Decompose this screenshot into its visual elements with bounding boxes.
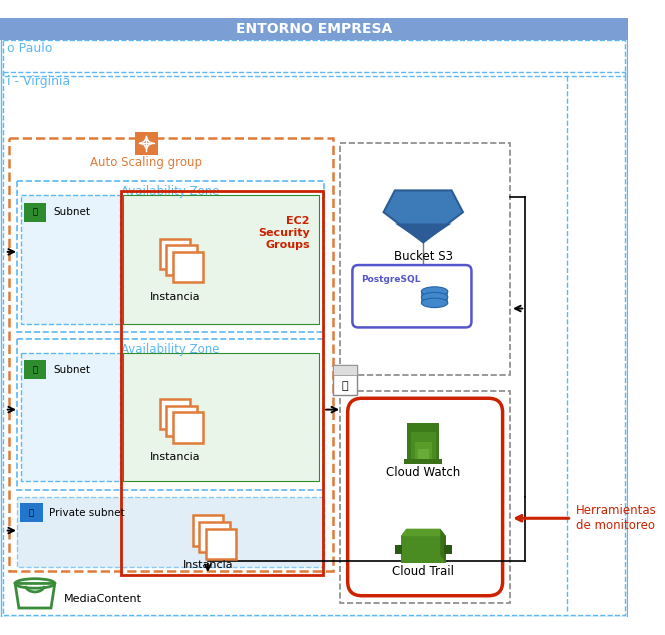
Bar: [332, 365, 357, 396]
Text: Instancia: Instancia: [182, 561, 233, 570]
Bar: [0, 18, 628, 40]
Bar: [166, 406, 197, 436]
Bar: [340, 391, 510, 603]
Text: Herramientas
de monitoreo: Herramientas de monitoreo: [577, 504, 657, 532]
Text: 🔒: 🔒: [33, 365, 37, 375]
Text: EC2
Security
Groups: EC2 Security Groups: [258, 215, 310, 250]
Bar: [24, 203, 47, 222]
Ellipse shape: [422, 293, 448, 302]
Bar: [411, 432, 436, 458]
Polygon shape: [400, 529, 446, 536]
Bar: [9, 138, 332, 571]
Text: 🔒: 🔒: [29, 508, 34, 517]
Ellipse shape: [422, 298, 448, 307]
Bar: [17, 181, 324, 332]
FancyBboxPatch shape: [352, 265, 471, 328]
Text: Auto Scaling group: Auto Scaling group: [90, 156, 202, 168]
Bar: [395, 545, 402, 554]
Bar: [418, 450, 429, 458]
Text: Subnet: Subnet: [53, 365, 90, 375]
Polygon shape: [395, 224, 452, 243]
Bar: [123, 353, 319, 481]
Text: Availability Zone: Availability Zone: [121, 185, 219, 198]
Text: Private subnet: Private subnet: [49, 507, 125, 518]
Text: Subnet: Subnet: [53, 207, 90, 217]
Polygon shape: [384, 190, 463, 243]
Text: ENTORNO EMPRESA: ENTORNO EMPRESA: [235, 22, 392, 36]
FancyBboxPatch shape: [348, 398, 503, 596]
Bar: [17, 338, 324, 490]
Text: PostgreSQL: PostgreSQL: [361, 275, 421, 284]
Bar: [404, 458, 442, 464]
Text: Bucket S3: Bucket S3: [394, 250, 453, 263]
Bar: [407, 423, 440, 458]
Bar: [123, 195, 319, 324]
Bar: [444, 545, 452, 554]
Bar: [422, 297, 448, 303]
Bar: [200, 522, 229, 552]
Bar: [173, 252, 203, 282]
Text: o Paulo: o Paulo: [7, 42, 52, 55]
Bar: [193, 516, 223, 545]
Text: 🔒: 🔒: [33, 208, 37, 217]
Bar: [135, 132, 158, 154]
Bar: [173, 413, 203, 443]
Bar: [415, 442, 432, 458]
Bar: [21, 195, 120, 324]
Bar: [17, 497, 324, 568]
Polygon shape: [440, 529, 446, 563]
Text: i - Virginia: i - Virginia: [7, 76, 70, 88]
Bar: [160, 399, 190, 429]
Bar: [3, 40, 625, 76]
Bar: [400, 536, 446, 563]
Text: Cloud Trail: Cloud Trail: [392, 565, 454, 578]
Bar: [24, 361, 47, 379]
Bar: [20, 503, 43, 522]
Text: Cloud Watch: Cloud Watch: [386, 467, 460, 479]
Text: Instancia: Instancia: [150, 292, 200, 302]
Bar: [160, 239, 190, 269]
Text: Instancia: Instancia: [150, 452, 200, 462]
Bar: [121, 191, 323, 575]
Bar: [332, 365, 357, 375]
Ellipse shape: [422, 287, 448, 297]
Bar: [21, 353, 120, 481]
Bar: [340, 144, 510, 375]
Bar: [422, 291, 448, 297]
Text: MediaContent: MediaContent: [65, 594, 142, 603]
Bar: [166, 245, 197, 276]
Text: Availability Zone: Availability Zone: [121, 343, 219, 356]
Text: 🔐: 🔐: [342, 381, 348, 391]
Bar: [206, 529, 236, 559]
